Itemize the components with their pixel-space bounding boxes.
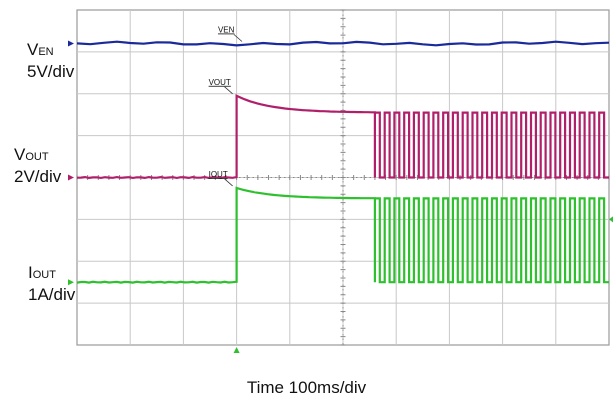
channel-scale-ven: 5V/div	[27, 62, 75, 81]
trace-ven	[76, 40, 610, 47]
trace-tag-pointer	[224, 178, 233, 187]
baseline-marker-ven	[68, 40, 74, 47]
channel-scale-iout: 1A/div	[28, 285, 76, 304]
trigger-position-marker	[233, 347, 240, 353]
x-axis-label: Time 100ms/div	[246, 378, 367, 397]
trace-tag-iout: IOUT	[209, 170, 228, 179]
trace-iout	[76, 186, 609, 284]
trace-tag-pointer	[224, 86, 233, 95]
trace-tag-vout: VOUT	[209, 78, 231, 87]
channel-scale-vout: 2V/div	[14, 167, 62, 186]
trace-tag-ven: VEN	[218, 26, 235, 35]
trace-vout	[76, 94, 609, 180]
trigger-level-marker	[609, 216, 613, 223]
trace-tag-pointer	[233, 34, 243, 42]
channel-label-iout: IOUT 1A/div	[28, 263, 76, 304]
channel-label-vout: VOUT 2V/div	[14, 145, 62, 186]
baseline-marker-vout	[68, 174, 74, 181]
baseline-marker-iout	[68, 279, 74, 286]
channel-label-ven: VEN 5V/div	[27, 40, 75, 81]
